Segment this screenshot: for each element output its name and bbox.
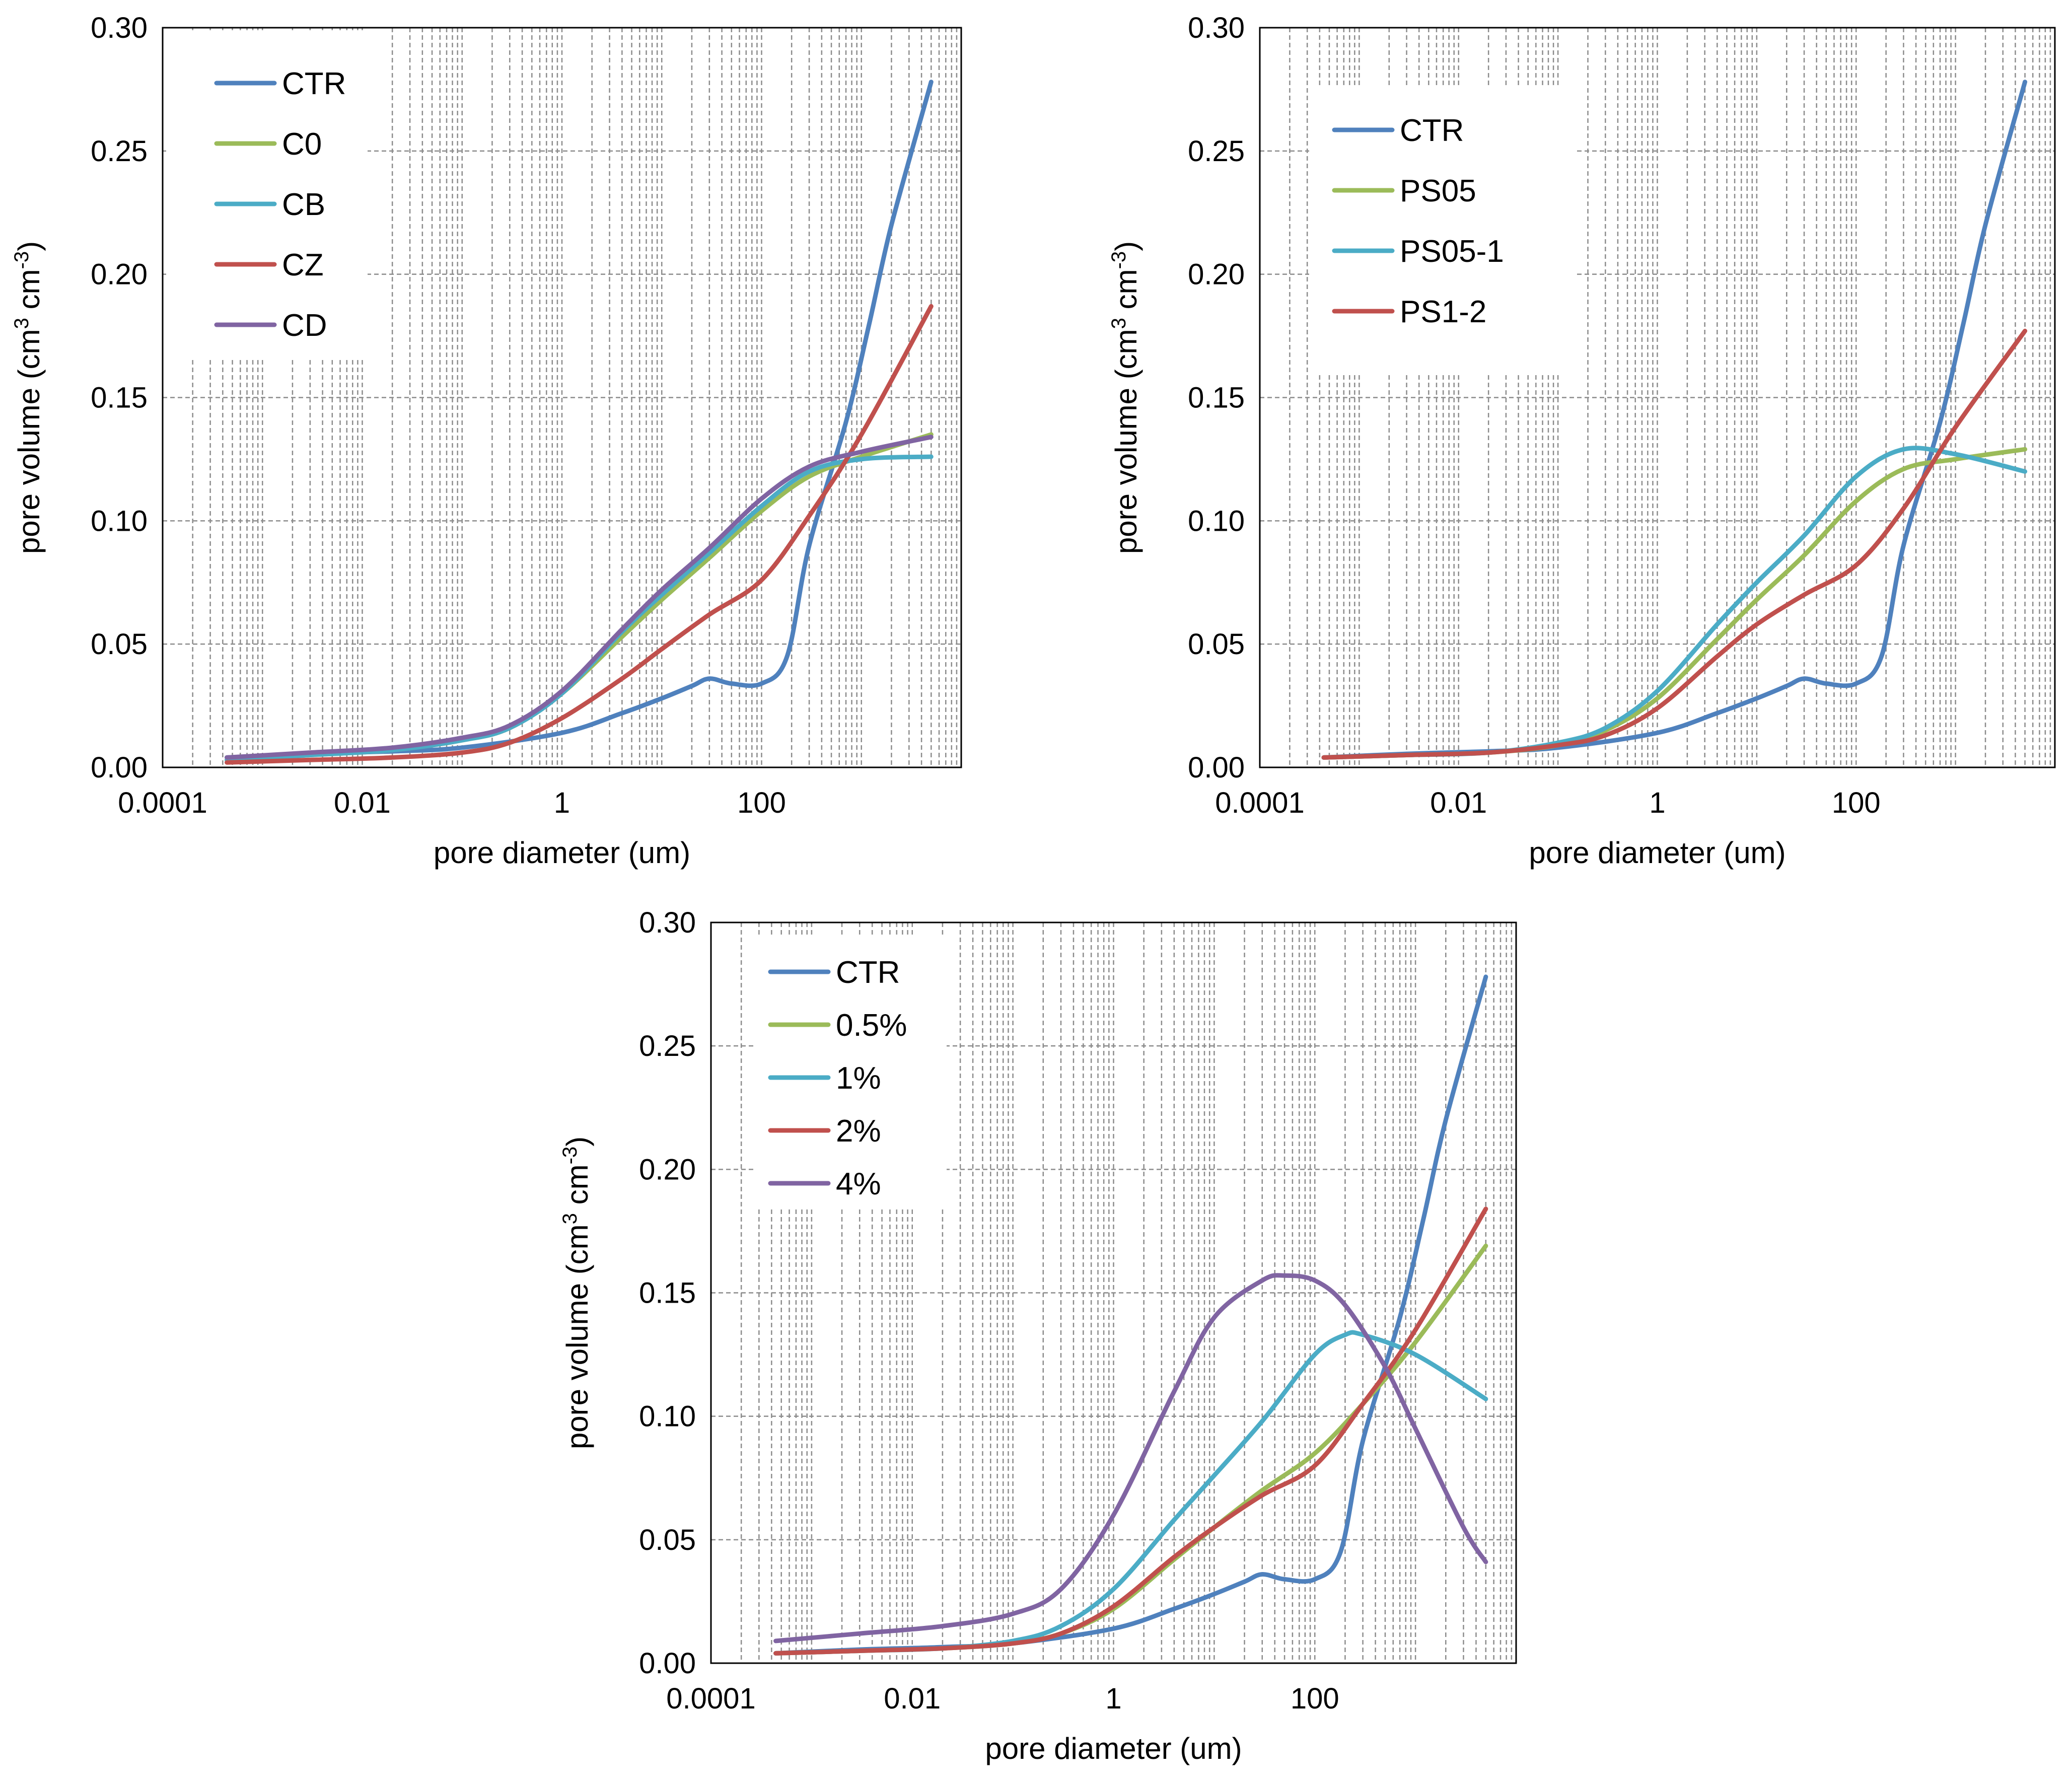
series-line-4% bbox=[773, 1273, 1488, 1644]
y-tick-label: 0.05 bbox=[91, 628, 148, 661]
series-line-CB bbox=[225, 454, 934, 762]
x-axis-title: pore diameter (um) bbox=[1529, 836, 1785, 870]
chart-1: 0.00 0.05 0.10 0.15 0.20 0.25 0.30 0.0001 0.01 1 1… bbox=[11, 12, 962, 870]
y-axis-title-part: -3 bbox=[559, 1147, 581, 1165]
y-axis-title-part: -3 bbox=[11, 251, 33, 269]
y-tick-label: 0.20 bbox=[1188, 258, 1245, 291]
legend-label: 1% bbox=[836, 1061, 881, 1096]
legend-label: 2% bbox=[836, 1114, 881, 1149]
x-tick-label: 100 bbox=[737, 787, 786, 819]
y-axis-title: pore volume (cm3 cm-3) bbox=[559, 1136, 594, 1449]
y-axis-title-part: ) bbox=[1109, 241, 1143, 251]
y-axis-title-part: cm bbox=[12, 269, 46, 318]
y-tick-label: 0.10 bbox=[91, 505, 148, 537]
legend-label: 4% bbox=[836, 1167, 881, 1201]
y-tick-label: 0.05 bbox=[639, 1524, 696, 1556]
y-tick-label: 0.20 bbox=[91, 258, 148, 291]
x-axis-title: pore diameter (um) bbox=[985, 1732, 1242, 1765]
legend-label: PS05 bbox=[1400, 174, 1476, 208]
x-tick-label: 100 bbox=[1291, 1682, 1339, 1715]
x-tick-label: 0.01 bbox=[334, 787, 391, 819]
y-axis-title: pore volume (cm3 cm-3) bbox=[1108, 241, 1143, 554]
y-tick-label: 0.15 bbox=[1188, 382, 1245, 414]
y-axis-title-part: pore volume (cm bbox=[12, 329, 46, 554]
series-line-CTR bbox=[225, 80, 934, 760]
x-tick-label: 1 bbox=[1649, 787, 1665, 819]
y-tick-label: 0.10 bbox=[1188, 505, 1245, 537]
chart-3: 0.00 0.05 0.10 0.15 0.20 0.25 0.30 0.0001 0.01 1 1… bbox=[559, 906, 1517, 1765]
y-tick-label: 0.15 bbox=[639, 1277, 696, 1310]
y-axis-title-part: cm bbox=[1109, 269, 1143, 318]
x-tick-label: 0.0001 bbox=[666, 1682, 755, 1715]
x-tick-label: 0.0001 bbox=[1215, 787, 1304, 819]
x-tick-label: 0.01 bbox=[884, 1682, 941, 1715]
legend-label: CTR bbox=[836, 955, 900, 990]
y-axis-title-part: 3 bbox=[1108, 318, 1130, 329]
plot-frame bbox=[162, 27, 962, 768]
y-tick-label: 0.20 bbox=[639, 1153, 696, 1186]
x-tick-label: 100 bbox=[1832, 787, 1881, 819]
y-tick-label: 0.00 bbox=[1188, 751, 1245, 784]
y-tick-label: 0.00 bbox=[91, 751, 148, 784]
series-line-CZ bbox=[225, 304, 934, 765]
y-tick-label: 0.25 bbox=[1188, 135, 1245, 168]
legend-label: PS05-1 bbox=[1400, 234, 1504, 269]
y-tick-label: 0.30 bbox=[1188, 12, 1245, 44]
legend-label: CTR bbox=[282, 66, 346, 101]
x-tick-label: 0.01 bbox=[1430, 787, 1487, 819]
legend-box bbox=[1309, 86, 1576, 373]
plot-frame bbox=[710, 921, 1517, 1664]
x-tick-label: 0.0001 bbox=[118, 787, 207, 819]
series-line-PS1-2 bbox=[1321, 328, 2028, 760]
y-axis-title-part: 3 bbox=[559, 1213, 581, 1224]
series-line-CD bbox=[225, 435, 934, 760]
legend-label: PS1-2 bbox=[1400, 295, 1486, 329]
y-axis-title-part: ) bbox=[12, 241, 46, 251]
y-tick-label: 0.10 bbox=[639, 1400, 696, 1433]
x-tick-label: 1 bbox=[554, 787, 570, 819]
legend-label: CB bbox=[282, 187, 325, 222]
y-axis-title-part: cm bbox=[560, 1164, 594, 1213]
plot-frame bbox=[1259, 27, 2056, 768]
x-axis-title: pore diameter (um) bbox=[434, 836, 690, 870]
y-tick-label: 0.25 bbox=[91, 135, 148, 168]
chart-2: 0.00 0.05 0.10 0.15 0.20 0.25 0.30 0.0001 0.01 1 1… bbox=[1108, 12, 2056, 870]
legend-label: CD bbox=[282, 308, 327, 343]
y-axis-title-part: ) bbox=[560, 1136, 594, 1147]
y-tick-label: 0.05 bbox=[1188, 628, 1245, 661]
y-tick-label: 0.30 bbox=[639, 906, 696, 939]
y-axis-title-part: 3 bbox=[11, 318, 33, 329]
y-tick-label: 0.15 bbox=[91, 382, 148, 414]
series-line-2% bbox=[773, 1206, 1488, 1656]
legend-label: CZ bbox=[282, 248, 324, 282]
y-axis-title-part: pore volume (cm bbox=[1109, 329, 1143, 554]
y-tick-label: 0.30 bbox=[91, 12, 148, 44]
y-tick-label: 0.25 bbox=[639, 1030, 696, 1062]
y-tick-label: 0.00 bbox=[639, 1647, 696, 1680]
y-axis-title-part: pore volume (cm bbox=[560, 1224, 594, 1449]
legend-label: 0.5% bbox=[836, 1008, 907, 1043]
x-tick-label: 1 bbox=[1105, 1682, 1121, 1715]
y-axis-title: pore volume (cm3 cm-3) bbox=[11, 241, 46, 554]
legend-box bbox=[755, 937, 947, 1208]
legend-label: C0 bbox=[282, 127, 322, 162]
y-axis-title-part: -3 bbox=[1108, 251, 1130, 269]
legend-label: CTR bbox=[1400, 113, 1464, 148]
